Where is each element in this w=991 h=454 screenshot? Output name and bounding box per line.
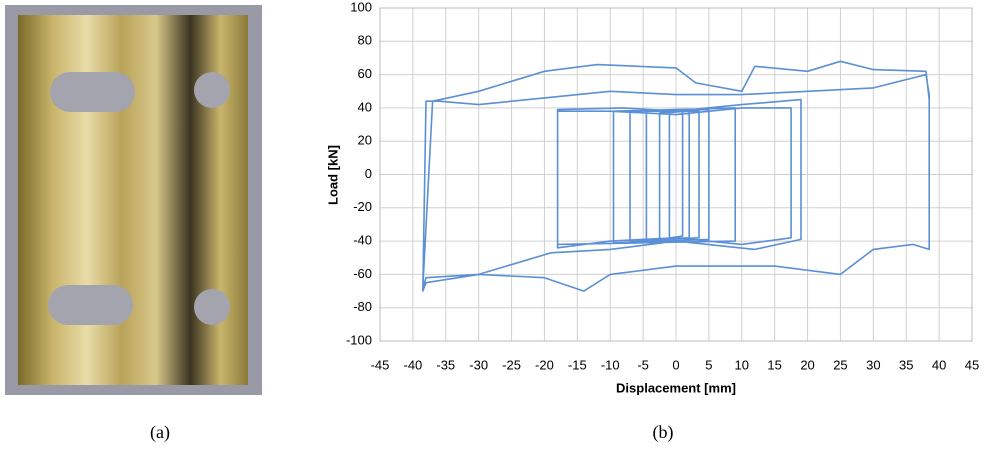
y-tick-label: -20 — [353, 199, 372, 214]
y-tick-label: -80 — [353, 299, 372, 314]
x-tick-label: 40 — [932, 357, 946, 372]
slot-hole — [48, 285, 133, 325]
y-tick-label: 80 — [358, 33, 372, 48]
x-tick-label: 0 — [672, 357, 679, 372]
x-tick-label: 10 — [735, 357, 749, 372]
x-tick-label: -5 — [637, 357, 649, 372]
y-tick-label: 0 — [365, 166, 372, 181]
x-tick-label: 45 — [965, 357, 979, 372]
y-tick-label: -60 — [353, 266, 372, 281]
round-hole — [194, 72, 230, 108]
panel-label: (b) — [653, 422, 674, 443]
x-tick-label: 20 — [800, 357, 814, 372]
x-tick-label: 25 — [833, 357, 847, 372]
x-tick-label: -15 — [568, 357, 587, 372]
y-tick-label: -100 — [346, 332, 372, 347]
x-tick-label: -25 — [502, 357, 521, 372]
slot-hole — [50, 72, 135, 112]
x-tick-label: -45 — [371, 357, 390, 372]
y-tick-label: 20 — [358, 133, 372, 148]
x-axis-label: Displacement [mm] — [616, 380, 736, 395]
y-tick-label: 40 — [358, 99, 372, 114]
y-tick-label: 100 — [350, 0, 372, 14]
x-tick-label: 30 — [866, 357, 880, 372]
x-tick-label: -35 — [436, 357, 455, 372]
y-axis-label: Load [kN] — [325, 145, 340, 205]
x-tick-label: 15 — [767, 357, 781, 372]
x-tick-label: -40 — [403, 357, 422, 372]
y-tick-label: 60 — [358, 66, 372, 81]
x-tick-label: 5 — [705, 357, 712, 372]
panel-label: (a) — [150, 422, 170, 443]
y-tick-label: -40 — [353, 233, 372, 248]
x-tick-label: 35 — [899, 357, 913, 372]
data-line — [422, 60, 930, 292]
round-hole — [194, 289, 230, 325]
plate — [18, 15, 248, 385]
photo — [5, 5, 262, 395]
x-tick-label: -20 — [535, 357, 554, 372]
x-tick-label: -30 — [469, 357, 488, 372]
plot-border — [379, 7, 973, 342]
x-tick-label: -10 — [601, 357, 620, 372]
